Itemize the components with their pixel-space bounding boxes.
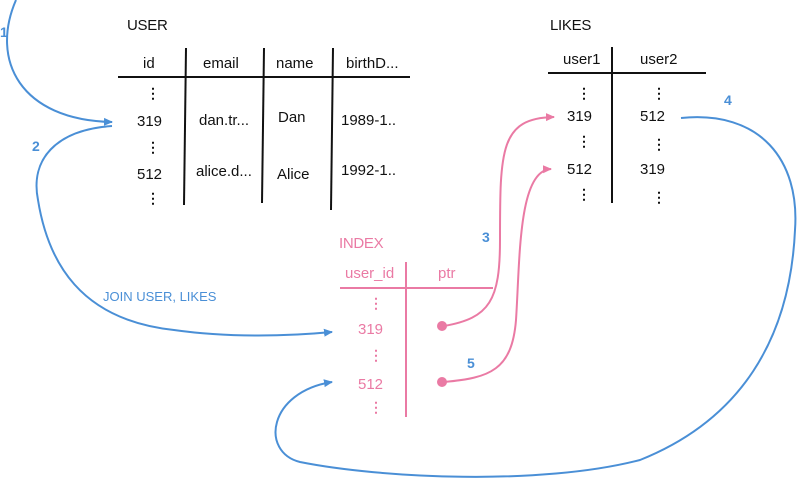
step-label-4: 4 [724, 92, 732, 108]
user-cell-name: Alice [277, 166, 310, 183]
likes-ellipsis: ⋮ [652, 85, 666, 101]
likes-ellipsis: ⋮ [652, 189, 666, 205]
index-cell-user-id: 319 [358, 321, 384, 338]
user-ellipsis-row: ⋮ [146, 139, 160, 155]
step-label-2: 2 [32, 138, 40, 154]
user-col-divider-1 [183, 47, 187, 206]
index-ellipsis: ⋮ [369, 295, 383, 311]
user-header-email: email [203, 55, 239, 72]
index-header-user-id: user_id [345, 265, 395, 282]
arrow-4 [274, 116, 797, 478]
index-cell-user-id: 512 [358, 376, 384, 393]
arrow-2 [35, 125, 333, 337]
user-cell-birthdate: 1989-1.. [341, 112, 397, 129]
likes-ellipsis: ⋮ [577, 186, 591, 202]
index-table-title: INDEX [339, 235, 384, 252]
user-col-divider-2 [261, 47, 265, 204]
arrow-5 [443, 165, 552, 383]
user-ellipsis-row: ⋮ [146, 190, 160, 206]
index-ellipsis: ⋮ [369, 347, 383, 363]
likes-cell-user2: 319 [640, 161, 666, 178]
likes-ellipsis: ⋮ [577, 133, 591, 149]
user-cell-email: dan.tr... [199, 112, 250, 129]
index-header-ptr: ptr [438, 265, 456, 282]
join-label: JOIN USER, LIKES [103, 289, 217, 304]
step-label-3: 3 [482, 229, 490, 245]
likes-ellipsis: ⋮ [652, 136, 666, 152]
user-cell-birthdate: 1992-1.. [341, 162, 397, 179]
index-ellipsis: ⋮ [369, 399, 383, 415]
user-header-id: id [143, 55, 155, 72]
ptr-dot-512 [437, 377, 447, 387]
user-cell-id: 319 [137, 113, 163, 130]
user-table-title: USER [127, 17, 168, 34]
user-cell-id: 512 [137, 166, 163, 183]
likes-cell-user2: 512 [640, 108, 666, 125]
likes-header-user2: user2 [640, 51, 678, 68]
user-header-name: name [276, 55, 314, 72]
step-label-5: 5 [467, 355, 475, 371]
likes-table-title: LIKES [550, 17, 592, 34]
user-header-birthdate: birthD... [346, 55, 399, 72]
step-label-1: 1 [0, 24, 8, 40]
likes-header-user1: user1 [563, 51, 601, 68]
arrow-3 [443, 113, 555, 327]
user-col-divider-3 [330, 47, 334, 211]
ptr-dot-319 [437, 321, 447, 331]
user-ellipsis-row: ⋮ [146, 85, 160, 101]
likes-cell-user1: 319 [567, 108, 593, 125]
likes-ellipsis: ⋮ [577, 85, 591, 101]
user-cell-name: Dan [278, 109, 306, 126]
likes-cell-user1: 512 [567, 161, 593, 178]
arrow-1 [6, 0, 113, 126]
user-cell-email: alice.d... [196, 163, 252, 180]
